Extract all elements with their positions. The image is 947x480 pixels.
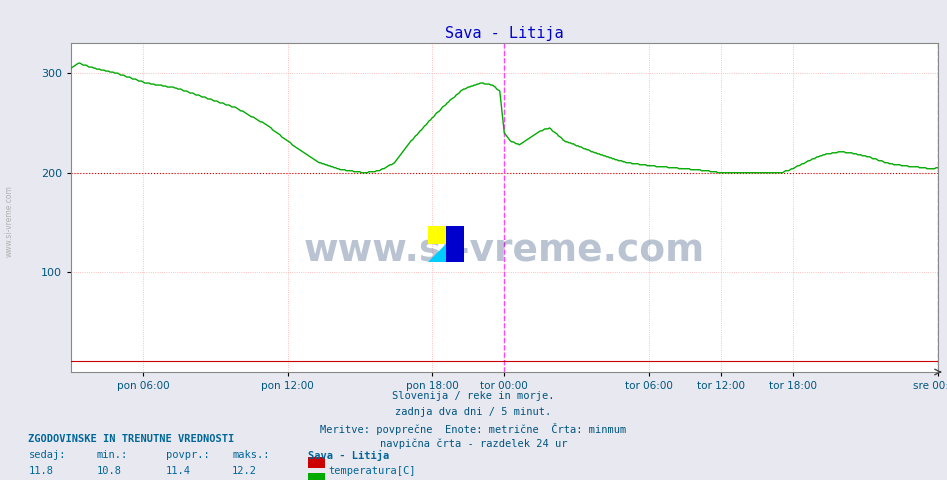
Text: Slovenija / reke in morje.: Slovenija / reke in morje. — [392, 391, 555, 401]
Text: navpična črta - razdelek 24 ur: navpična črta - razdelek 24 ur — [380, 439, 567, 449]
Text: 10.8: 10.8 — [97, 466, 121, 476]
Bar — [446, 226, 464, 262]
Text: maks.:: maks.: — [232, 450, 270, 460]
Text: www.si-vreme.com: www.si-vreme.com — [5, 185, 14, 257]
Text: Sava - Litija: Sava - Litija — [308, 450, 389, 461]
Text: min.:: min.: — [97, 450, 128, 460]
Text: Meritve: povprečne  Enote: metrične  Črta: minmum: Meritve: povprečne Enote: metrične Črta:… — [320, 423, 627, 435]
Text: 12.2: 12.2 — [232, 466, 257, 476]
Polygon shape — [428, 244, 446, 262]
Text: www.si-vreme.com: www.si-vreme.com — [304, 232, 705, 268]
Bar — [428, 226, 446, 244]
Text: 11.4: 11.4 — [166, 466, 190, 476]
Text: sedaj:: sedaj: — [28, 450, 66, 460]
Title: Sava - Litija: Sava - Litija — [445, 25, 563, 41]
Text: ZGODOVINSKE IN TRENUTNE VREDNOSTI: ZGODOVINSKE IN TRENUTNE VREDNOSTI — [28, 434, 235, 444]
Text: temperatura[C]: temperatura[C] — [329, 466, 416, 476]
Text: povpr.:: povpr.: — [166, 450, 209, 460]
Text: zadnja dva dni / 5 minut.: zadnja dva dni / 5 minut. — [396, 407, 551, 417]
Text: 11.8: 11.8 — [28, 466, 53, 476]
